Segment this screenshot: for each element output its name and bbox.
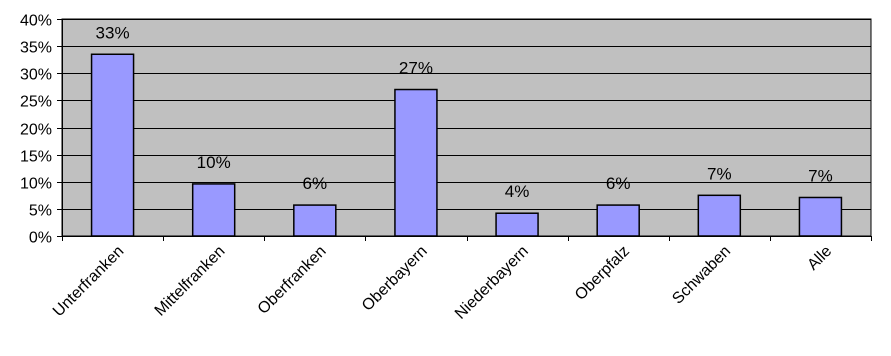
data-label-schwaben: 7% (707, 164, 732, 183)
data-label-alle: 7% (808, 166, 833, 185)
y-tick-label: 40% (20, 13, 52, 30)
grid-lines (62, 19, 871, 210)
bar-oberpfalz (596, 204, 640, 237)
y-tick-label: 25% (20, 94, 52, 111)
bar-unterfranken (90, 53, 135, 237)
x-tick-label-mittelfranken: Mittelfranken (152, 243, 229, 320)
bar-mittelfranken (191, 183, 236, 237)
y-axis-ticks: 0% 5% 10% 15% 20% 25% 30% 35% 40% (20, 13, 62, 247)
data-label-oberfranken: 6% (303, 174, 328, 193)
data-label-mittelfranken: 10% (197, 153, 231, 172)
y-tick-label: 5% (29, 203, 52, 220)
y-tick-label: 35% (20, 40, 52, 57)
x-tick-label-alle: Alle (804, 243, 835, 274)
bars (90, 53, 843, 237)
x-tick-label-niederbayern: Niederbayern (452, 243, 532, 323)
plot-area (61, 18, 872, 237)
data-labels: 33% 10% 6% 27% 4% 6% 7% 7% (96, 23, 833, 201)
bar-alle (798, 196, 843, 237)
x-tick-label-oberpfalz: Oberpfalz (572, 243, 633, 304)
bar-niederbayern (495, 212, 539, 237)
bar-oberbayern (394, 88, 438, 237)
y-tick-label: 15% (20, 149, 52, 166)
bar-oberfranken (293, 204, 337, 237)
data-label-niederbayern: 4% (505, 182, 530, 201)
data-label-oberbayern: 27% (399, 59, 433, 78)
data-label-oberpfalz: 6% (606, 174, 631, 193)
x-tick-label-unterfranken: Unterfranken (50, 243, 127, 320)
y-tick-label: 20% (20, 122, 52, 139)
y-tick-label: 10% (20, 176, 52, 193)
y-tick-label: 30% (20, 67, 52, 84)
x-tick-label-oberbayern: Oberbayern (359, 243, 431, 315)
x-tick-label-oberfranken: Oberfranken (255, 243, 330, 318)
bar-schwaben (697, 194, 742, 237)
data-label-unterfranken: 33% (96, 23, 130, 42)
y-tick-label: 0% (29, 230, 52, 247)
x-axis-labels: Unterfranken Mittelfranken Oberfranken Ober… (50, 243, 835, 323)
x-tick-label-schwaben: Schwaben (669, 243, 734, 308)
